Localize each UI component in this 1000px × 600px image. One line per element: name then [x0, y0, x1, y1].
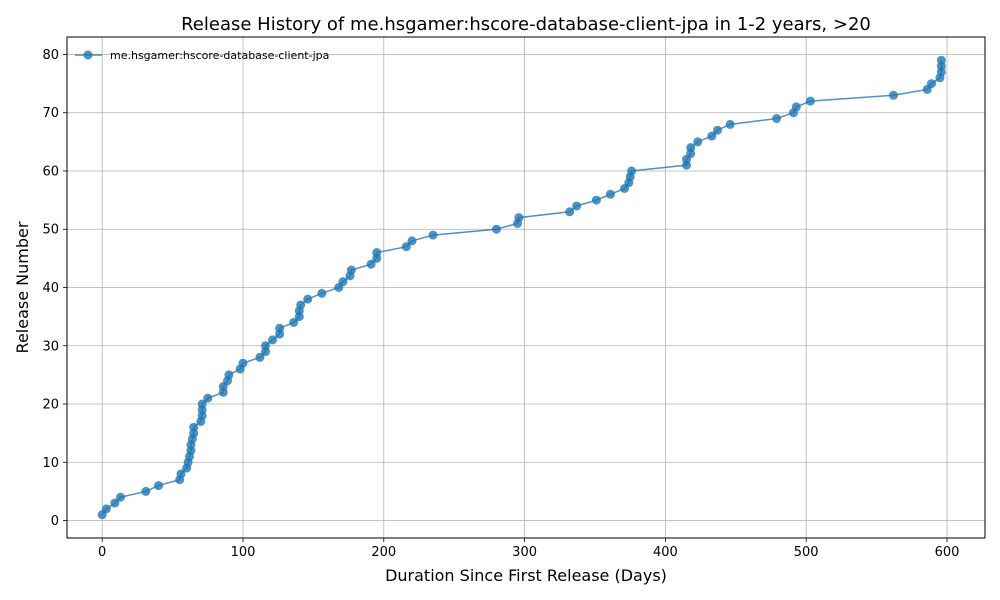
y-tick-label: 70: [42, 106, 59, 121]
data-point: [565, 207, 575, 217]
data-point: [926, 79, 936, 89]
legend-point-marker: [83, 50, 93, 60]
series-layer: [97, 55, 946, 520]
x-axis-ticks: 0 100 200 300 400 500 600: [98, 538, 959, 560]
data-point: [707, 131, 717, 141]
legend-entry-label: me.hsgamer:hscore-database-client-jpa: [110, 49, 329, 62]
data-point: [203, 393, 213, 403]
legend: me.hsgamer:hscore-database-client-jpa: [75, 49, 329, 62]
data-point: [514, 213, 524, 223]
y-tick-label: 40: [42, 281, 59, 296]
y-tick-label: 10: [42, 456, 59, 471]
data-point: [110, 498, 120, 508]
data-point: [591, 195, 601, 205]
data-point: [407, 236, 417, 246]
data-point: [296, 300, 306, 310]
y-tick-label: 60: [42, 164, 59, 179]
x-tick-label: 200: [371, 545, 396, 560]
data-point: [805, 96, 815, 106]
data-point: [189, 422, 199, 432]
data-point: [176, 469, 186, 479]
data-point: [317, 288, 327, 298]
data-point: [428, 230, 438, 240]
data-point: [224, 370, 234, 380]
data-point: [101, 504, 111, 514]
data-point: [366, 259, 376, 269]
chart-title: Release History of me.hsgamer:hscore-dat…: [181, 14, 871, 35]
data-point: [888, 90, 898, 100]
data-point: [238, 358, 248, 368]
y-tick-label: 50: [42, 223, 59, 238]
data-point: [491, 224, 501, 234]
y-tick-label: 0: [51, 514, 59, 529]
y-axis-label: Release Number: [13, 221, 32, 353]
x-axis-label: Duration Since First Release (Days): [385, 566, 667, 585]
data-point: [372, 248, 382, 258]
data-point: [791, 102, 801, 112]
data-point: [197, 399, 207, 409]
data-point: [693, 137, 703, 147]
data-point: [289, 317, 299, 327]
data-point: [627, 166, 637, 176]
data-point: [605, 189, 615, 199]
data-point: [141, 486, 151, 496]
y-axis-ticks: 0 10 20 30 40 50 60 70 80: [42, 48, 67, 529]
x-tick-label: 400: [653, 545, 678, 560]
data-point: [261, 341, 271, 351]
data-point: [268, 335, 278, 345]
data-point: [772, 114, 782, 124]
data-point: [686, 143, 696, 153]
y-tick-label: 80: [42, 48, 59, 63]
x-tick-label: 100: [231, 545, 256, 560]
data-point: [712, 125, 722, 135]
data-point: [275, 323, 285, 333]
data-point: [401, 242, 411, 252]
x-tick-label: 600: [935, 545, 960, 560]
data-point: [346, 265, 356, 275]
data-point: [572, 201, 582, 211]
grid-lines: [67, 37, 985, 538]
x-tick-label: 300: [512, 545, 537, 560]
y-tick-label: 20: [42, 398, 59, 413]
x-tick-label: 0: [98, 545, 106, 560]
data-point: [303, 294, 313, 304]
data-point: [116, 492, 126, 502]
data-point: [725, 119, 735, 129]
y-tick-label: 30: [42, 339, 59, 354]
data-point: [154, 481, 164, 491]
x-tick-label: 500: [794, 545, 819, 560]
data-point: [338, 277, 348, 287]
data-point: [936, 55, 946, 65]
data-point: [255, 352, 265, 362]
